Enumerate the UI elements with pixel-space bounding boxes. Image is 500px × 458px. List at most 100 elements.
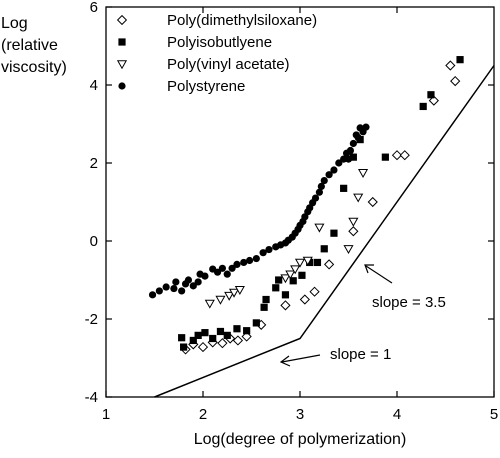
data-point [344,155,353,163]
x-axis-title: Log(degree of polymerization) [194,431,407,448]
data-point [178,287,186,295]
data-point [349,153,357,161]
data-point [280,300,291,311]
data-point [148,291,157,299]
data-point [311,194,320,202]
data-point [450,75,461,87]
data-point [349,139,357,148]
data-point [391,150,403,161]
data-point [259,249,267,257]
data-point [189,336,197,345]
data-point [275,276,283,284]
data-point [252,319,260,327]
data-point [209,334,217,343]
axis-titles: Log(degree of polymerization) Log (relativ… [1,15,406,448]
x-tick-label: 3 [296,406,304,423]
data-point [218,264,226,272]
data-point [232,335,244,346]
data-point [240,258,248,267]
legend-marker [116,14,128,26]
legend-marker [118,82,126,90]
data-point [306,258,314,267]
data-point [223,331,231,339]
data-point [317,182,325,190]
slope-3-5-arrow-head [364,264,374,274]
y-axis-title-line: Log [1,15,28,32]
data-point [314,223,325,233]
reference-line-group [154,65,495,398]
data-point [241,331,252,342]
data-point [289,277,297,285]
y-axis-title-line: viscosity) [1,59,67,76]
slope-3-5-arrow-line [365,265,393,284]
data-point [233,260,241,268]
legend-marker [118,38,126,46]
legend-label: Poly(vinyl acetate) [167,56,290,73]
axes: 1 2 3 4 5 -4 -2 0 2 4 6 [85,0,499,423]
data-point [299,294,310,305]
data-point [252,254,260,263]
data-point [272,284,280,292]
data-point [381,153,389,161]
data-point [215,295,226,305]
data-point [170,284,178,293]
y-axis-title-line: (relative [1,37,58,54]
legend-label: Polystyrene [167,78,245,95]
y-tick-label: 6 [90,0,98,16]
data-point [335,159,343,167]
x-tick-label: 4 [393,406,401,423]
data-point [419,102,427,111]
data-point [399,150,410,161]
data-point [233,325,241,333]
data-point [298,271,306,279]
data-point [216,327,225,336]
data-point [245,256,254,265]
data-point [178,334,186,342]
data-point [367,196,378,208]
slope-3-5-label: slope = 3.5 [372,294,446,311]
y-tick-label: 4 [90,77,98,94]
data-point [427,91,435,99]
data-point [320,176,328,185]
reference-line [154,65,495,398]
data-point [343,245,354,255]
data-point [197,341,209,353]
data-point [357,169,369,178]
data-point [262,295,270,304]
slope-1-arrow-head [279,355,291,367]
data-point [184,276,193,284]
data-point [194,331,202,339]
data-point [162,283,170,291]
data-point [223,270,231,278]
data-point [340,184,348,192]
y-tick-label: -4 [85,389,98,406]
data-point [285,270,296,280]
data-point [243,327,251,335]
data-point [309,286,320,297]
x-tick-label: 1 [102,406,110,423]
slope-1-arrow-line [281,354,321,363]
data-point [353,193,364,203]
data-point [294,258,306,268]
data-point [260,303,268,311]
x-tick-label: 2 [199,406,207,423]
data-point [228,264,236,272]
data-point [172,278,180,286]
data-point [352,131,360,139]
data-point [155,287,163,295]
data-point [428,95,439,106]
slope-1-label: slope = 1 [330,346,391,363]
legend: Poly(dimethylsiloxane) Polyisobutlyene Pol… [116,12,317,95]
data-point [290,265,301,275]
data-point [204,299,215,309]
legend-label: Polyisobutlyene [167,34,272,51]
data-point [346,146,355,155]
data-point [320,245,328,253]
y-tick-label: 0 [90,233,98,250]
data-point [280,274,291,284]
y-tick-label: 2 [90,155,98,172]
data-point [302,256,313,266]
data-markers [148,56,464,355]
data-point [323,259,335,270]
data-point [356,124,364,132]
